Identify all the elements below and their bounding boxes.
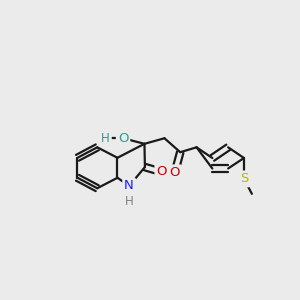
Text: O: O [118,132,128,145]
Text: H: H [101,132,110,145]
Text: O: O [156,166,167,178]
Text: O: O [169,167,180,179]
Text: S: S [240,172,248,185]
Text: N: N [124,179,134,192]
Text: H: H [125,194,134,208]
